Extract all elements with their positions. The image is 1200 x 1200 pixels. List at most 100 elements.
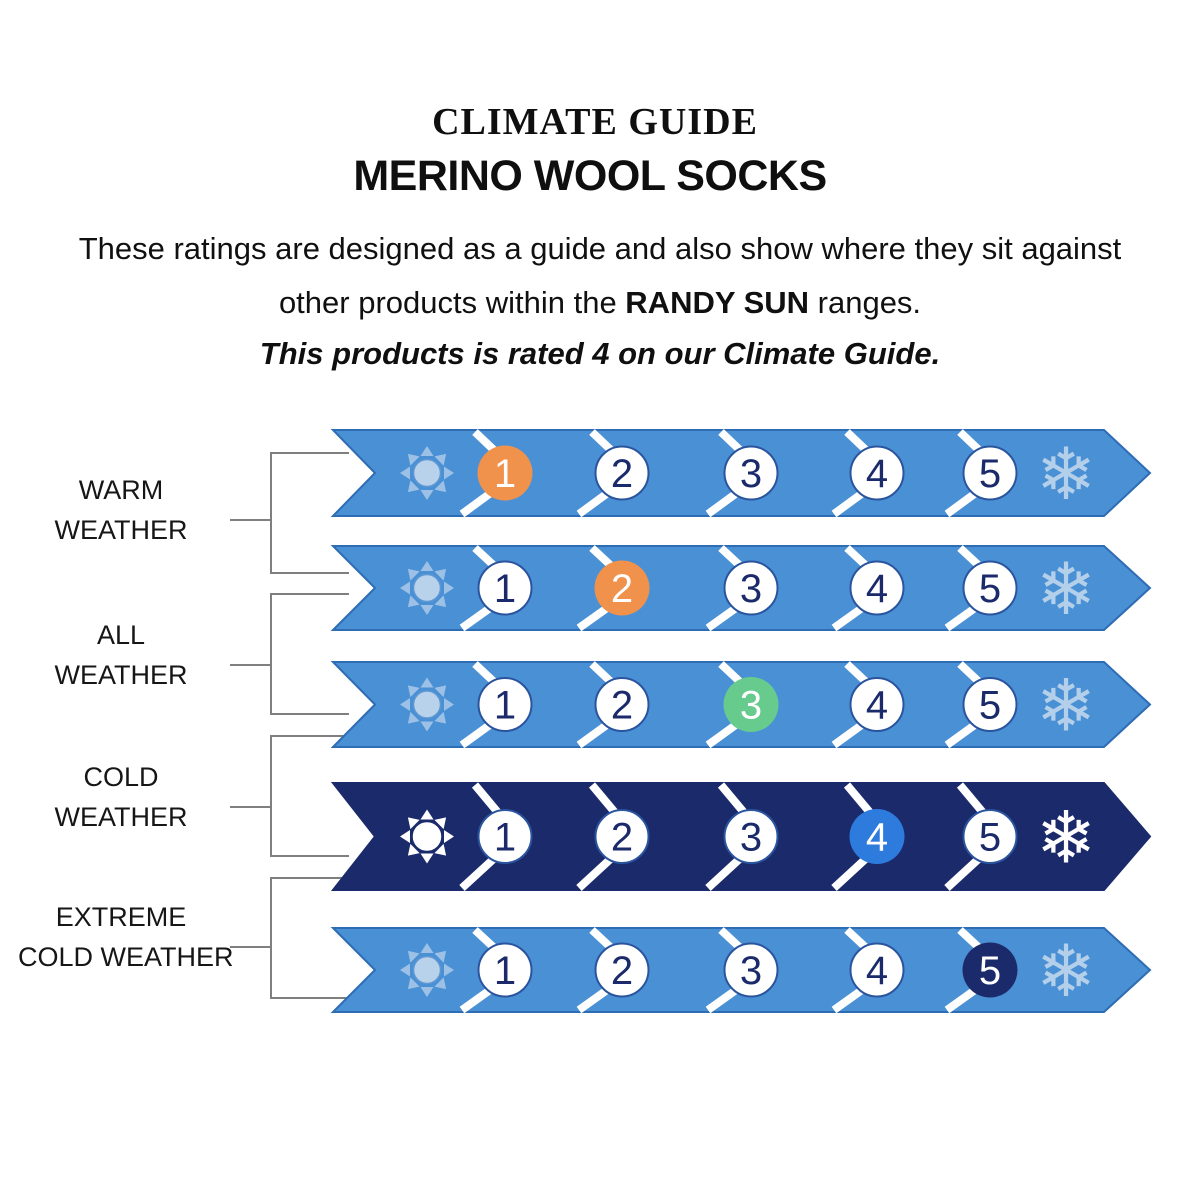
sun-ray — [444, 963, 454, 977]
sun-core — [412, 690, 442, 719]
weather-label-all-weather-line-2: WEATHER — [54, 660, 188, 690]
sun-icon — [400, 561, 454, 615]
sun-ray — [400, 581, 410, 595]
rating-circle-bg — [849, 942, 905, 998]
rating-circle-highlight — [962, 942, 1018, 998]
intro-line-1: These ratings are designed as a guide an… — [78, 231, 1122, 266]
rating-number: 4 — [866, 684, 888, 728]
sun-icon — [400, 677, 454, 732]
weather-label-warm-weather: WARM WEATHER — [18, 470, 224, 550]
rating-circle-bg — [477, 677, 533, 732]
rating-note: This products is rated 4 on our Climate … — [259, 336, 941, 371]
climate-row-3: 1 2 3 4 5 ❄ — [330, 661, 1152, 749]
rating-number: 3 — [740, 684, 762, 728]
rating-number: 2 — [611, 816, 633, 860]
climate-row-4: 1 2 3 4 5 ❄ — [330, 782, 1152, 891]
sun-ray — [444, 698, 454, 711]
rating-circle-5: 5 — [962, 445, 1018, 501]
rating-circle-bg — [962, 445, 1018, 501]
rating-circle-bg — [594, 677, 650, 732]
rating-circle-3: 3 — [723, 677, 779, 732]
sun-ray — [420, 721, 434, 732]
rating-number: 1 — [494, 949, 516, 993]
rating-circle-5: 5 — [962, 809, 1018, 864]
sun-ray — [434, 568, 447, 581]
sun-ray — [420, 677, 434, 688]
sun-ray — [407, 950, 420, 963]
rating-number: 5 — [979, 684, 1001, 728]
sun-ray — [407, 685, 420, 698]
rating-circle-2: 2 — [594, 560, 650, 616]
sun-ray — [420, 446, 434, 456]
rating-circle-2: 2 — [594, 677, 650, 732]
sun-ray — [420, 943, 434, 953]
rating-circle-3: 3 — [723, 560, 779, 616]
sun-ray — [407, 595, 420, 608]
sun-ray — [400, 466, 410, 480]
rating-circle-1: 1 — [477, 445, 533, 501]
rating-circle-1: 1 — [477, 560, 533, 616]
sun-ray — [407, 817, 420, 830]
sun-ray — [407, 480, 420, 493]
weather-label-cold-weather-line-1: COLD — [83, 762, 159, 792]
weather-label-extreme-cold-weather-line-1: EXTREME — [55, 902, 187, 932]
rating-number: 1 — [494, 452, 516, 496]
sun-ray — [400, 963, 410, 977]
rating-number: 2 — [611, 452, 633, 496]
sun-ray — [420, 853, 434, 864]
climate-row-1: 1 2 3 4 5 ❄ — [330, 429, 1152, 518]
bracket-extreme-cold-weather — [270, 877, 349, 999]
sun-ray — [444, 466, 454, 480]
rating-circle-bg — [723, 445, 779, 501]
rating-circle-highlight — [594, 560, 650, 616]
sun-ray — [407, 843, 420, 856]
group-brackets — [230, 452, 349, 999]
brand-name: RANDY SUN — [625, 285, 810, 320]
rating-circle-bg — [723, 560, 779, 616]
page-title: MERINO WOOL SOCKS — [353, 152, 827, 200]
sun-ray — [434, 595, 447, 608]
sun-ray — [420, 987, 434, 997]
eyebrow-title: CLIMATE GUIDE — [432, 101, 758, 143]
rating-circle-2: 2 — [594, 809, 650, 864]
sun-ray — [434, 453, 447, 466]
snowflake-icon: ❄ — [1036, 547, 1096, 631]
sun-core — [412, 822, 442, 851]
rating-circle-1: 1 — [477, 677, 533, 732]
rating-circle-1: 1 — [477, 942, 533, 998]
sun-ray — [407, 568, 420, 581]
sun-ray — [407, 453, 420, 466]
rating-circle-highlight — [723, 677, 779, 732]
rating-number: 5 — [979, 567, 1001, 611]
rating-circle-5: 5 — [962, 942, 1018, 998]
sun-ray — [420, 809, 434, 820]
rating-circle-bg — [723, 942, 779, 998]
rating-circle-bg — [962, 677, 1018, 732]
sun-ray — [400, 830, 410, 843]
sun-icon — [400, 809, 454, 864]
rating-circle-2: 2 — [594, 445, 650, 501]
sun-core — [412, 955, 442, 985]
weather-label-warm-weather-line-1: WARM — [78, 475, 164, 505]
weather-label-extreme-cold-weather: EXTREME COLD WEATHER — [18, 897, 234, 977]
sun-ray — [434, 711, 447, 724]
climate-row-5: 1 2 3 4 5 ❄ — [330, 927, 1152, 1014]
intro-text: These ratings are designed as a guide an… — [0, 222, 1200, 330]
rating-number: 3 — [740, 452, 762, 496]
rating-circle-bg — [962, 560, 1018, 616]
bracket-all-weather — [270, 593, 349, 715]
rating-number: 4 — [866, 452, 888, 496]
rating-number: 4 — [866, 816, 888, 860]
sun-ray — [444, 581, 454, 595]
rating-number: 1 — [494, 567, 516, 611]
rating-circle-bg — [849, 445, 905, 501]
rating-circle-4: 4 — [849, 560, 905, 616]
climate-row-2: 1 2 3 4 5 ❄ — [330, 545, 1152, 632]
rating-circle-highlight — [477, 445, 533, 501]
rating-number: 1 — [494, 816, 516, 860]
sun-ray — [407, 711, 420, 724]
rating-number: 3 — [740, 816, 762, 860]
weather-label-all-weather: ALL WEATHER — [18, 615, 224, 695]
